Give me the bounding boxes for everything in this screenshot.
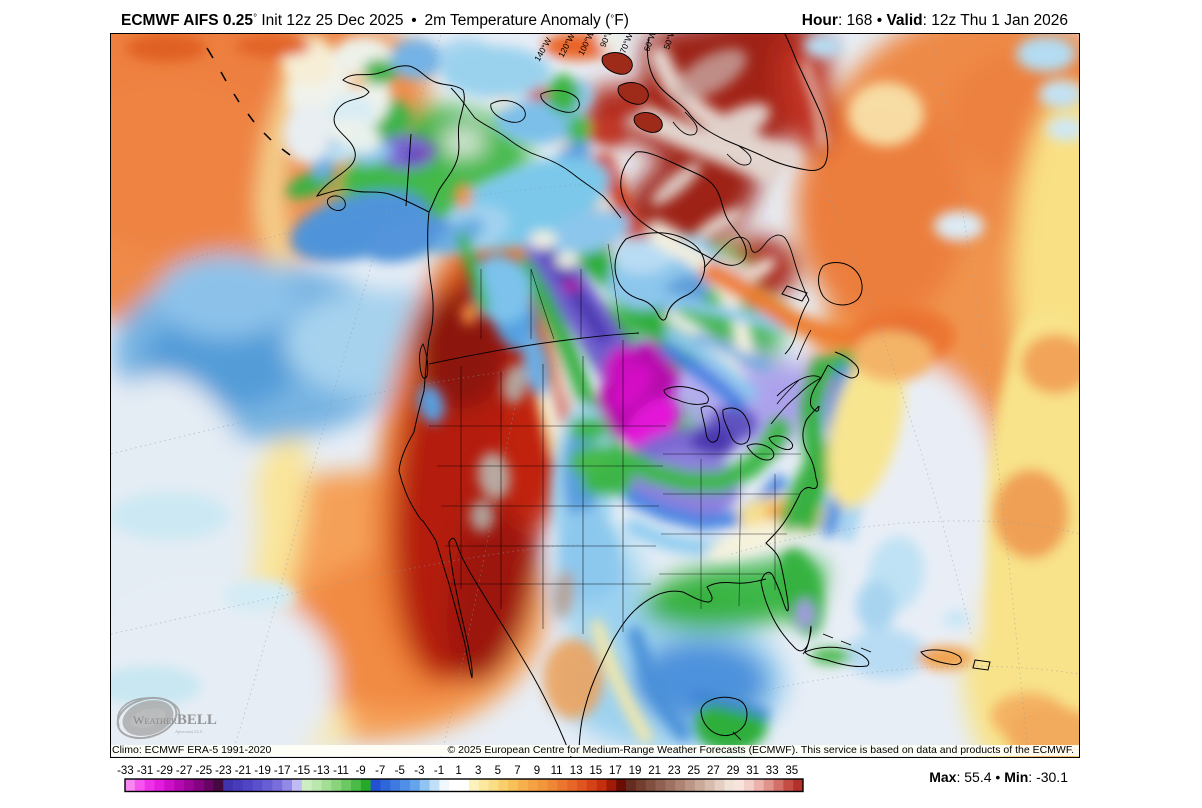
svg-text:-25: -25: [195, 765, 212, 777]
svg-text:31: 31: [746, 765, 759, 777]
svg-text:23: 23: [668, 765, 681, 777]
svg-text:27: 27: [707, 765, 720, 777]
svg-text:-17: -17: [274, 765, 291, 777]
svg-text:25: 25: [687, 765, 700, 777]
svg-text:WEATHERBELL: WEATHERBELL: [133, 712, 217, 728]
svg-text:13: 13: [570, 765, 583, 777]
svg-text:7: 7: [514, 765, 520, 777]
svg-text:1: 1: [455, 765, 461, 777]
svg-text:-5: -5: [395, 765, 405, 777]
svg-text:11: 11: [551, 765, 563, 777]
svg-text:-29: -29: [156, 765, 173, 777]
svg-text:5: 5: [495, 765, 501, 777]
svg-text:-15: -15: [293, 765, 310, 777]
svg-text:-21: -21: [235, 765, 252, 777]
svg-text:9: 9: [534, 765, 540, 777]
svg-text:-31: -31: [137, 765, 154, 777]
svg-text:17: 17: [609, 765, 622, 777]
svg-text:-1: -1: [434, 765, 444, 777]
svg-text:33: 33: [766, 765, 779, 777]
svg-text:3: 3: [475, 765, 481, 777]
svg-text:-33: -33: [117, 765, 134, 777]
svg-text:21: 21: [648, 765, 661, 777]
svg-text:-27: -27: [176, 765, 193, 777]
svg-text:15: 15: [589, 765, 602, 777]
svg-text:-9: -9: [355, 765, 365, 777]
svg-text:-7: -7: [375, 765, 385, 777]
svg-text:-23: -23: [215, 765, 232, 777]
svg-text:-3: -3: [414, 765, 424, 777]
svg-text:Apexcrest LLC: Apexcrest LLC: [175, 729, 203, 734]
svg-text:35: 35: [785, 765, 798, 777]
svg-text:-13: -13: [313, 765, 330, 777]
svg-text:-19: -19: [254, 765, 271, 777]
svg-text:-11: -11: [333, 765, 349, 777]
svg-text:19: 19: [629, 765, 642, 777]
svg-text:29: 29: [727, 765, 740, 777]
